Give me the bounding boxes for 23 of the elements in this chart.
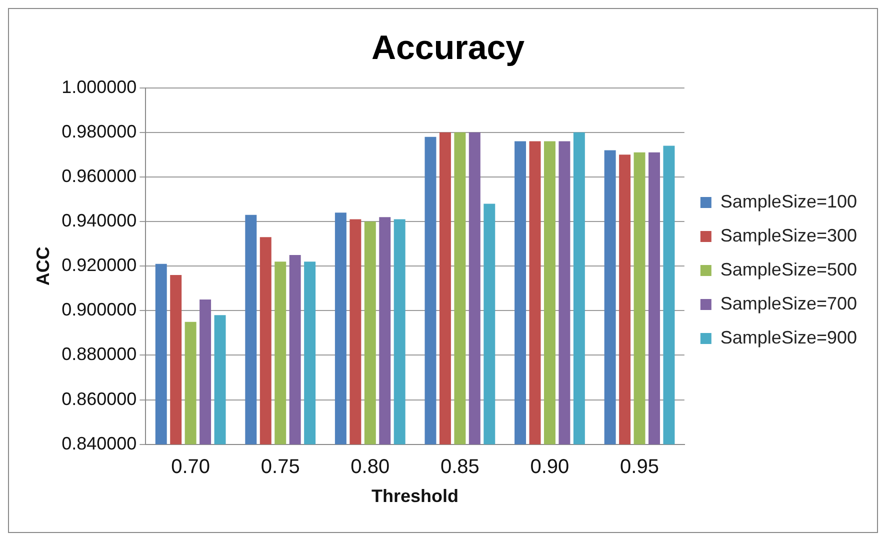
x-tick-label: 0.95 — [620, 456, 659, 478]
y-tick-label: 0.860000 — [62, 388, 137, 409]
y-tick-label: 0.880000 — [62, 344, 137, 364]
legend-label: SampleSize=500 — [720, 259, 858, 280]
y-tick-label: 0.940000 — [62, 210, 137, 230]
y-tick-label: 0.840000 — [62, 433, 137, 454]
legend-label: SampleSize=700 — [720, 293, 858, 314]
y-tick-label: 0.920000 — [62, 255, 137, 276]
y-tick-label: 1.000000 — [62, 76, 137, 97]
x-tick-label: 0.85 — [440, 456, 480, 478]
x-tick-label: 0.75 — [260, 456, 300, 478]
x-axis-title: Threshold — [372, 486, 459, 506]
y-tick-label: 0.960000 — [62, 166, 137, 186]
legend-label: SampleSize=100 — [720, 191, 858, 212]
legend-label: SampleSize=300 — [720, 225, 858, 246]
y-axis-title: ACC — [32, 246, 53, 286]
y-tick-label: 0.900000 — [62, 300, 137, 320]
x-tick-label: 0.80 — [350, 456, 390, 478]
chart-title: Accuracy — [371, 28, 525, 67]
legend-label: SampleSize=900 — [720, 327, 858, 348]
x-tick-label: 0.70 — [171, 456, 210, 478]
x-tick-label: 0.90 — [530, 456, 570, 478]
y-tick-label: 0.980000 — [62, 121, 137, 142]
